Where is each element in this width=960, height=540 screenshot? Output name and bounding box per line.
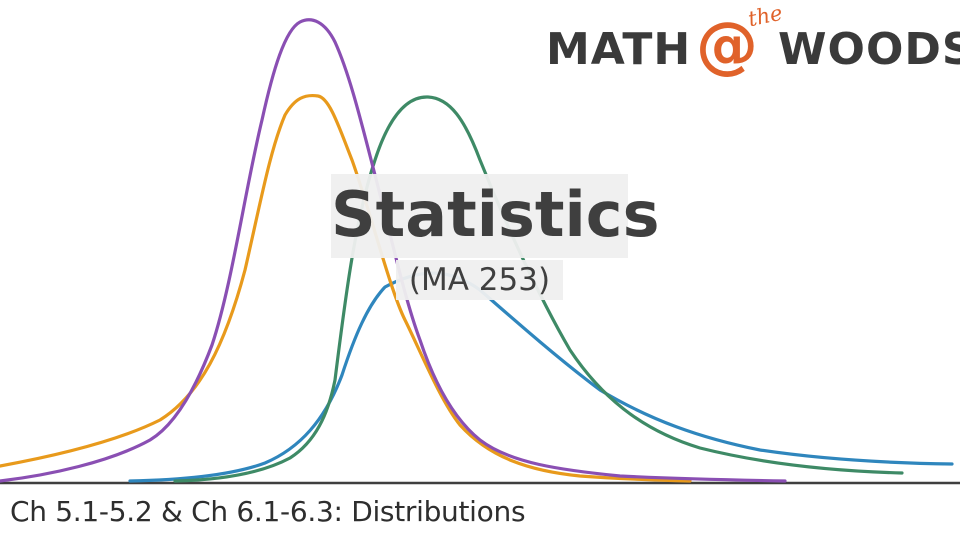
orange-curve [0,93,692,483]
slide-subtitle: (MA 253) [408,262,551,298]
logo-word-woods: WOODS [778,24,960,75]
purple-curve [0,18,787,483]
math-at-the-woods-logo: MATH @ the WOODS [546,1,960,82]
title-background [331,174,628,258]
blue-skewed-curve [128,271,954,483]
slide-title: Statistics [331,178,660,251]
chapter-footer: Ch 5.1-5.2 & Ch 6.1-6.3: Distributions [10,495,526,528]
green-curve [173,95,904,483]
logo-at-symbol: @ [696,8,758,81]
subtitle-background [396,260,563,300]
logo-word-math: MATH [546,24,692,75]
